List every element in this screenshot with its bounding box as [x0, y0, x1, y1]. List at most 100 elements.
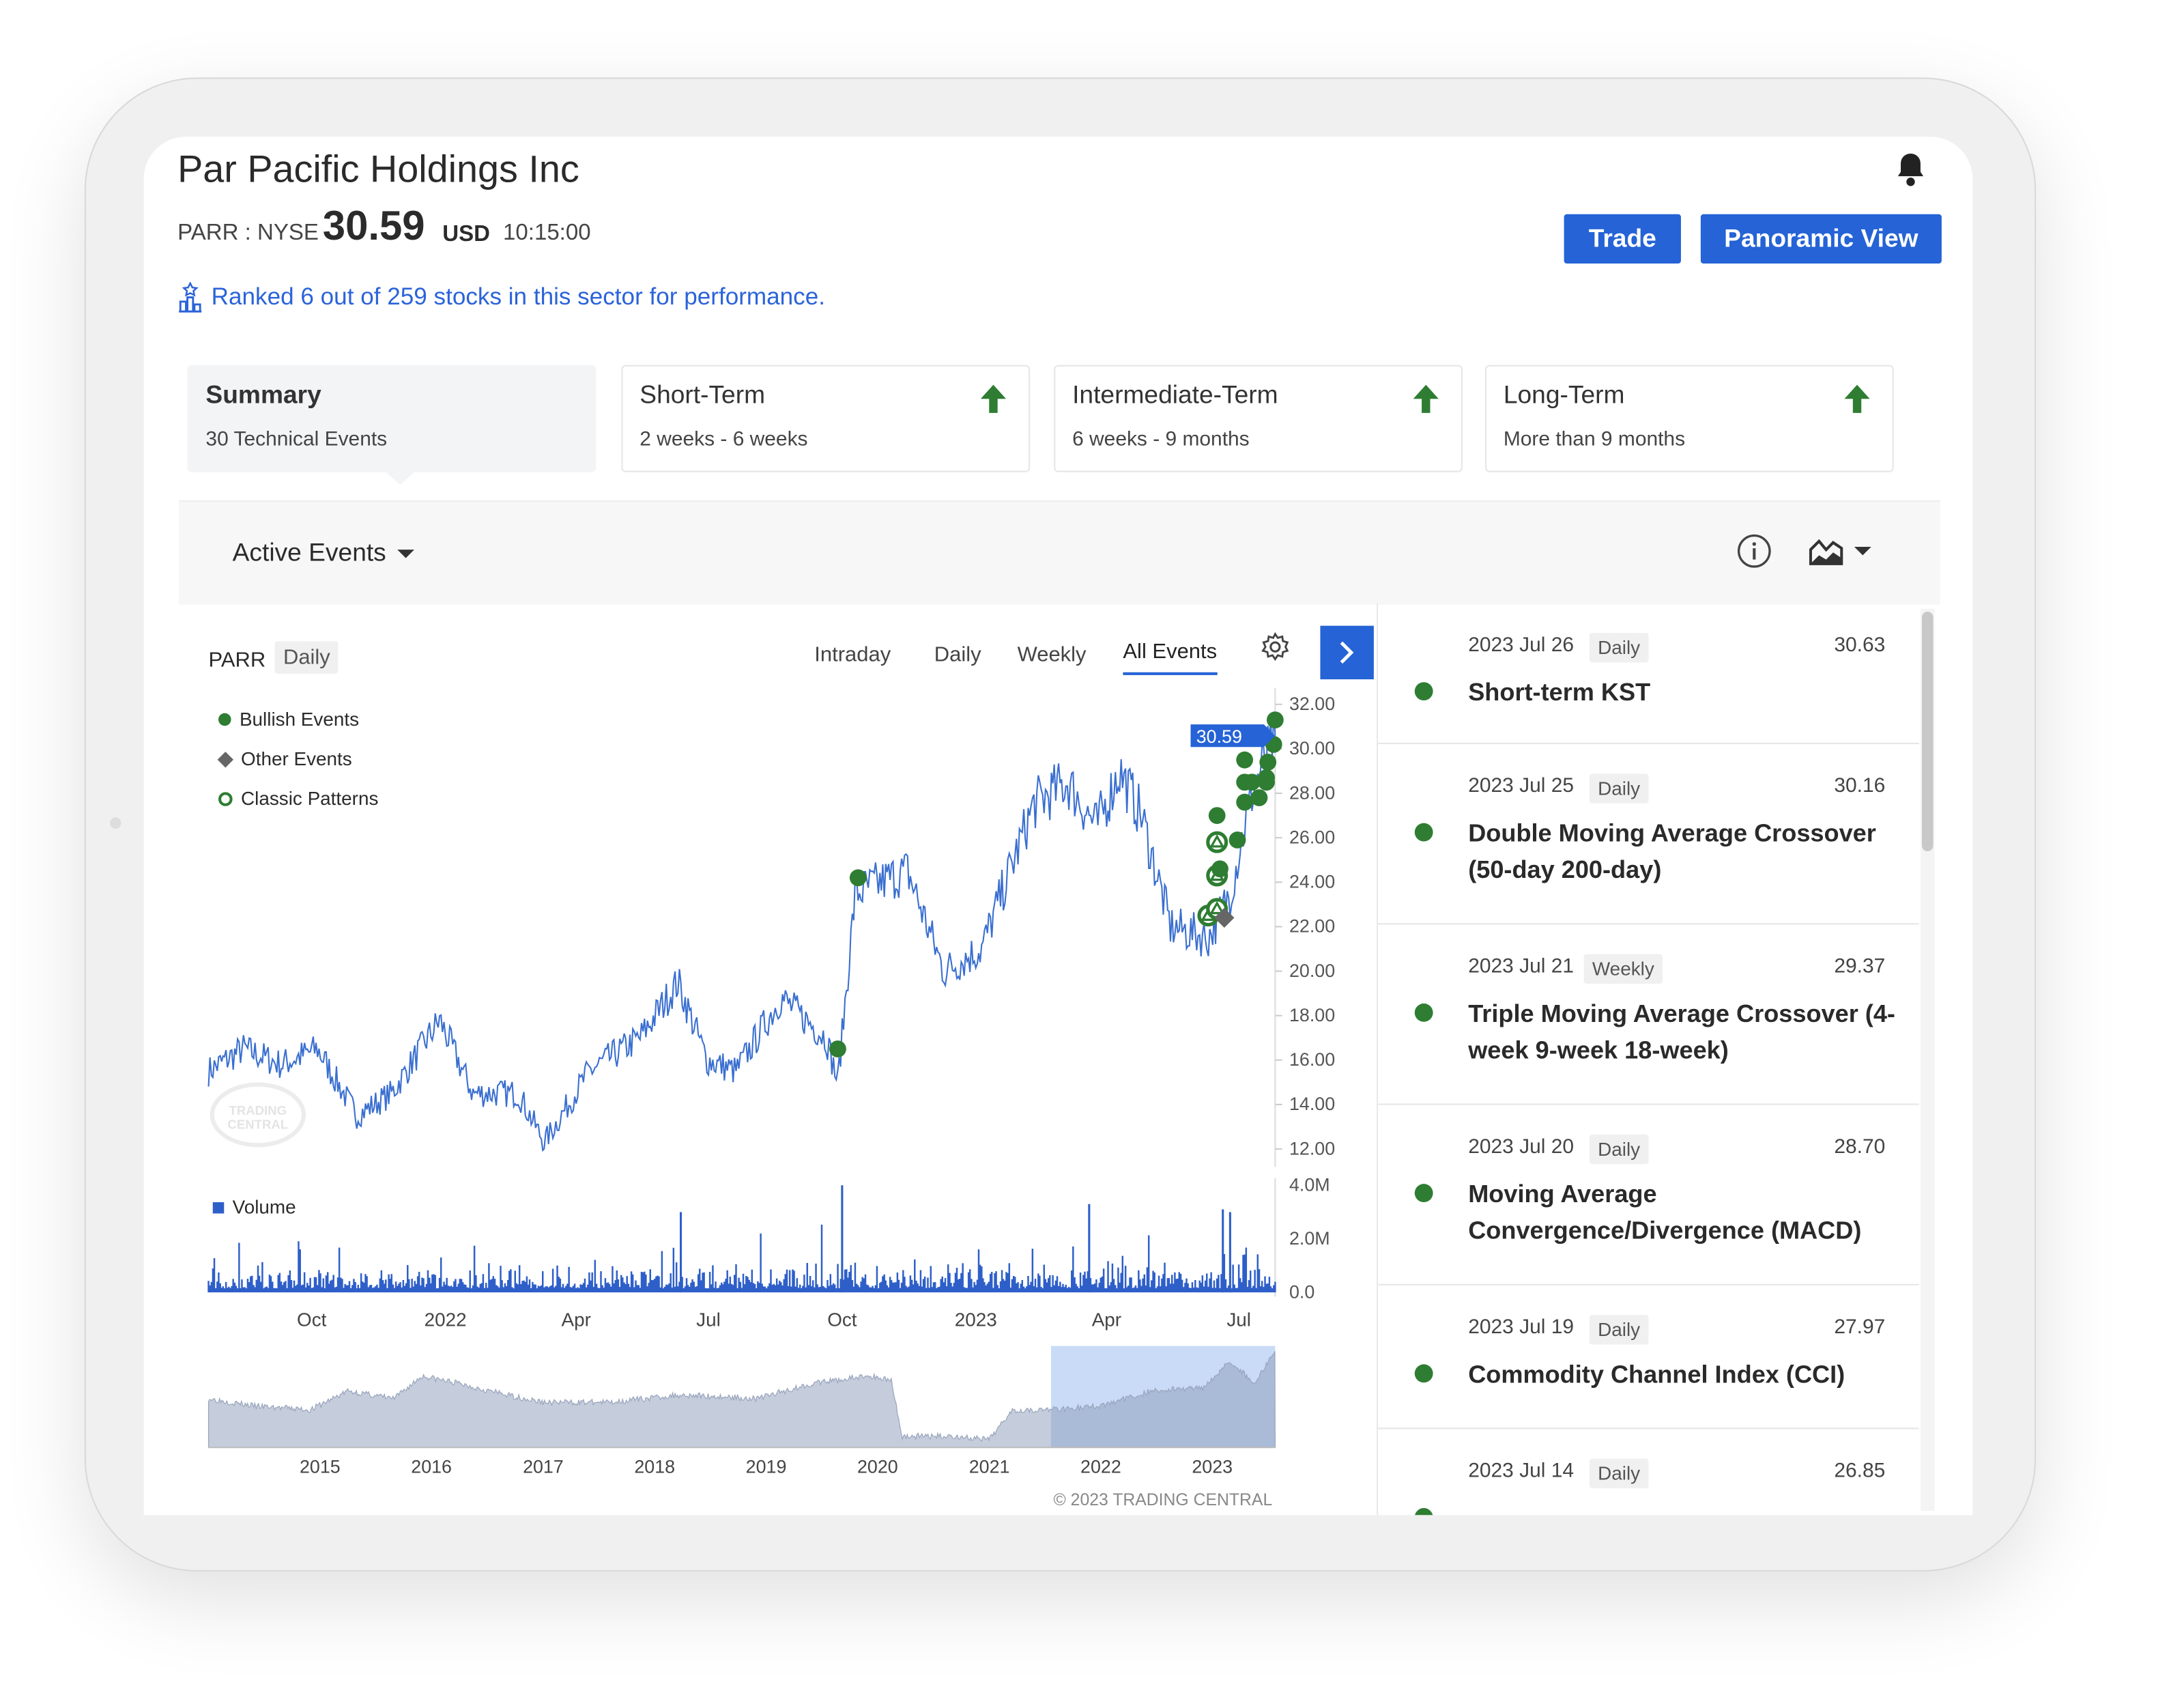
bullish-event-marker [1236, 751, 1254, 769]
expand-panel-button[interactable] [1320, 625, 1374, 680]
event-date: 2023 Jul 25 [1468, 775, 1575, 798]
x-tick-label: Jul [696, 1309, 721, 1331]
trade-button[interactable]: Trade [1564, 214, 1681, 264]
chevron-right-icon [1340, 641, 1354, 664]
bullish-dot-icon [1414, 1003, 1433, 1022]
event-list-item[interactable]: 2023 Jul 21 Weekly 29.37 Triple Moving A… [1378, 924, 1919, 1105]
chart-type-dropdown[interactable] [1809, 536, 1871, 567]
camera-dot [110, 817, 121, 829]
navigator-area [207, 1351, 1276, 1448]
last-price-tag [1190, 724, 1276, 748]
x-tick-label: Oct [297, 1309, 327, 1331]
selected-caret [386, 472, 414, 485]
bullish-event-marker [1243, 773, 1261, 791]
tab-all-events[interactable]: All Events [1123, 640, 1218, 675]
event-list-item[interactable]: 2023 Jul 25 Daily 30.16 Double Moving Av… [1378, 744, 1919, 925]
card-subtitle: 6 weeks - 9 months [1072, 428, 1250, 451]
dropdown-label: Active Events [232, 538, 386, 567]
watermark-logo: TRADING CENTRAL [210, 1082, 306, 1148]
event-price: 26.85 [1834, 1460, 1886, 1483]
card-long-term[interactable]: Long-Term More than 9 months [1484, 365, 1894, 472]
other-event-marker [1214, 907, 1235, 928]
bullish-event-marker [1236, 793, 1254, 811]
ticker-exchange: PARR : NYSE [177, 221, 319, 246]
navigator-tick-label: 2021 [969, 1456, 1010, 1477]
chart-symbol: PARR [208, 648, 266, 672]
event-date: 2023 Jul 14 [1468, 1460, 1575, 1483]
tab-weekly[interactable]: Weekly [1017, 642, 1087, 667]
card-subtitle: 30 Technical Events [205, 428, 388, 451]
events-toolbar: Active Events [179, 500, 1940, 605]
quote-time: 10:15:00 [503, 221, 591, 246]
event-price: 30.63 [1834, 634, 1886, 657]
caret-down-icon [397, 549, 415, 558]
event-list-item[interactable]: 2023 Jul 26 Daily 30.63 Short-term KST [1378, 603, 1919, 745]
event-date: 2023 Jul 21 [1468, 955, 1575, 978]
arrow-up-icon [980, 384, 1007, 413]
bullish-event-marker [1266, 711, 1284, 728]
last-price-label: 30.59 [1196, 726, 1242, 747]
event-date: 2023 Jul 20 [1468, 1135, 1575, 1159]
classic-pattern-triangle [1209, 834, 1225, 848]
card-title: Short-Term [640, 380, 766, 409]
scrollbar-track[interactable] [1920, 608, 1935, 1511]
y-tick-label: 30.00 [1289, 738, 1335, 758]
volume-tick-label: 0.0 [1289, 1281, 1314, 1302]
card-title: Intermediate-Term [1072, 380, 1278, 409]
navigator-tick-label: 2020 [857, 1456, 898, 1477]
legend-label: Other Events [241, 748, 352, 770]
active-events-dropdown[interactable]: Active Events [232, 538, 415, 568]
event-list-item[interactable]: 2023 Jul 20 Daily 28.70 Moving Average C… [1378, 1105, 1919, 1285]
gear-icon[interactable] [1260, 631, 1291, 662]
navigator-tick-label: 2019 [746, 1456, 787, 1477]
event-price: 29.37 [1834, 955, 1886, 978]
area-chart-icon [1809, 539, 1843, 565]
card-short-term[interactable]: Short-Term 2 weeks - 6 weeks [621, 365, 1031, 472]
bullish-dot-icon [1414, 823, 1433, 842]
legend-patterns[interactable]: Classic Patterns [218, 788, 378, 809]
x-tick-label: 2023 [955, 1309, 997, 1331]
tab-intraday[interactable]: Intraday [814, 642, 891, 667]
period-badge: Daily [1589, 1458, 1649, 1489]
card-intermediate-term[interactable]: Intermediate-Term 6 weeks - 9 months [1054, 365, 1463, 472]
navigator-tick-label: 2015 [300, 1456, 341, 1477]
period-badge: Weekly [1583, 954, 1663, 984]
bullish-event-marker [1211, 860, 1228, 878]
event-price: 30.16 [1834, 775, 1886, 798]
event-list-item[interactable]: 2023 Jul 14 Daily 26.85 [1378, 1429, 1919, 1516]
scrollbar-thumb[interactable] [1921, 611, 1934, 851]
legend-other[interactable]: Other Events [217, 748, 378, 770]
panoramic-view-button[interactable]: Panoramic View [1700, 214, 1942, 264]
bell-icon[interactable] [1894, 151, 1928, 195]
y-tick-label: 20.00 [1289, 961, 1335, 981]
card-subtitle: 2 weeks - 6 weeks [640, 428, 808, 451]
y-tick-label: 18.00 [1289, 1005, 1335, 1025]
event-title: Short-term KST [1468, 678, 1651, 707]
rank-link[interactable]: Ranked 6 out of 259 stocks in this secto… [177, 281, 825, 313]
price-chart[interactable]: 32.00 30.00 28.00 26.00 24.00 22.00 20.00 18.00… [179, 603, 1374, 1516]
event-price: 27.97 [1834, 1316, 1886, 1339]
x-tick-label: 2022 [425, 1309, 467, 1331]
bullish-dot-icon [1414, 1364, 1433, 1383]
event-price: 28.70 [1834, 1135, 1886, 1159]
caret-down-icon [1854, 547, 1871, 556]
y-tick-label: 12.00 [1289, 1138, 1335, 1158]
volume-tick-label: 2.0M [1289, 1228, 1330, 1249]
y-tick-label: 16.00 [1289, 1049, 1335, 1070]
tab-daily[interactable]: Daily [934, 642, 981, 667]
arrow-up-icon [1844, 384, 1870, 413]
event-date: 2023 Jul 26 [1468, 634, 1575, 657]
info-icon[interactable] [1736, 532, 1772, 569]
card-summary[interactable]: Summary 30 Technical Events [187, 365, 597, 472]
event-list-item[interactable]: 2023 Jul 19 Daily 27.97 Commodity Channe… [1378, 1285, 1919, 1430]
legend-bullish[interactable]: Bullish Events [218, 709, 378, 730]
period-badge: Daily [1589, 773, 1649, 804]
period-badge: Daily [1589, 1134, 1649, 1165]
bullish-event-marker [1228, 831, 1246, 849]
y-tick-label: 22.00 [1289, 916, 1335, 937]
page-title: Par Pacific Holdings Inc [177, 147, 579, 190]
event-title: Triple Moving Average Crossover (4-week … [1468, 999, 1895, 1064]
period-badge: Daily [1589, 632, 1649, 663]
navigator-tick-label: 2017 [523, 1456, 564, 1477]
